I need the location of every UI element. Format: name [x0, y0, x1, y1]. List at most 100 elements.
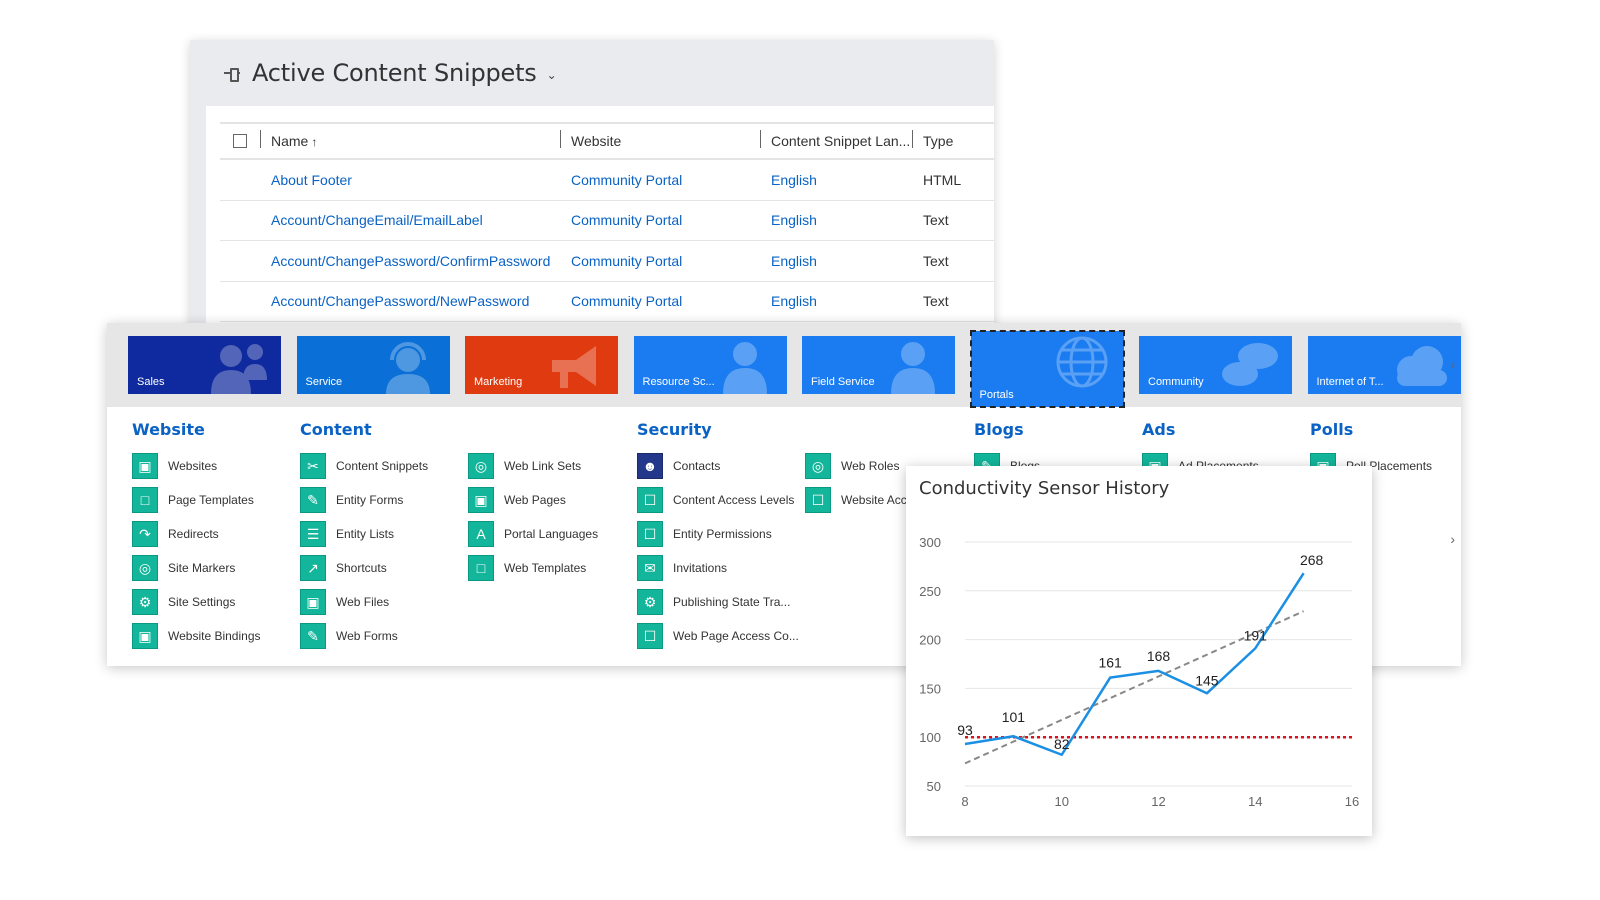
chat-icon: [1220, 340, 1280, 394]
area-content: Content ✂ Content Snippets ✎ Entity Forms ☰ E…: [300, 420, 428, 653]
table-row[interactable]: Account/ChangeEmail/EmailLabel Community …: [220, 201, 994, 241]
language-link[interactable]: English: [771, 171, 817, 188]
sitemap-item[interactable]: ✎ Entity Forms: [300, 483, 428, 517]
sitemap-item[interactable]: ⚙ Publishing State Tra...: [637, 585, 799, 619]
data-label: 82: [1054, 736, 1070, 752]
app-tile[interactable]: Internet of T...: [1307, 336, 1461, 394]
table-row[interactable]: Account/ChangePassword/NewPassword Commun…: [220, 282, 994, 322]
x-tick-label: 8: [961, 794, 968, 809]
sitemap-item-label: Entity Forms: [336, 493, 404, 507]
view-title[interactable]: Active Content Snippets: [252, 59, 537, 87]
cloud-icon: [1389, 340, 1449, 394]
table-row[interactable]: Account/ChangePassword/ConfirmPassword Co…: [220, 241, 994, 282]
sitemap-item-label: Web Page Access Co...: [673, 629, 799, 643]
sitemap-item[interactable]: ◎ Web Link Sets: [468, 449, 598, 483]
series-line: [964, 572, 1305, 757]
globe-icon: ◎: [805, 453, 831, 479]
chart-panel: Conductivity Sensor History 50 100 150 200 2…: [906, 466, 1372, 836]
column-header-website[interactable]: Website: [560, 130, 760, 149]
page-icon: □: [468, 555, 494, 581]
snippet-name-link[interactable]: Account/ChangePassword/NewPassword: [271, 293, 530, 310]
sort-ascending-icon: ↑: [311, 135, 318, 149]
language-link[interactable]: English: [771, 293, 817, 310]
data-label: 268: [1300, 552, 1324, 568]
column-header-type[interactable]: Type: [912, 130, 994, 149]
sitemap-item[interactable]: □ Page Templates: [132, 483, 261, 517]
web-page-icon: ▣: [468, 487, 494, 513]
sitemap-item[interactable]: ▣ Websites: [132, 449, 261, 483]
sitemap-item[interactable]: ▣ Web Files: [300, 585, 428, 619]
column-header-name[interactable]: Name ↑: [260, 130, 560, 149]
sitemap-item[interactable]: ⚙ Site Settings: [132, 585, 261, 619]
sitemap-item-label: Entity Permissions: [673, 527, 772, 541]
sitemap-item[interactable]: ↗ Shortcuts: [300, 551, 428, 585]
chevron-down-icon[interactable]: ⌄: [546, 68, 557, 82]
sitemap-item-label: Invitations: [673, 561, 728, 575]
sitemap-item[interactable]: ◎ Site Markers: [132, 551, 261, 585]
website-link[interactable]: Community Portal: [571, 252, 683, 269]
area-title: Blogs: [974, 420, 1024, 439]
chart-title: Conductivity Sensor History: [919, 478, 1170, 499]
y-tick-label: 300: [919, 535, 941, 550]
sitemap-item[interactable]: ✉ Invitations: [637, 551, 799, 585]
sitemap-item-label: Page Templates: [168, 493, 254, 507]
app-tile[interactable]: Service: [296, 336, 450, 394]
grid-header-row: Name ↑ Website Content Snippet Lan... Typ…: [220, 122, 994, 160]
select-all-checkbox[interactable]: [233, 134, 247, 148]
envelope-icon: ✉: [637, 555, 663, 581]
website-link[interactable]: Community Portal: [571, 212, 683, 229]
snippet-name-link[interactable]: Account/ChangeEmail/EmailLabel: [271, 212, 483, 229]
sitemap-item[interactable]: ▣ Web Pages: [468, 483, 598, 517]
snippet-name-link[interactable]: About Footer: [271, 171, 352, 188]
app-tile[interactable]: Resource Sc...: [633, 336, 787, 394]
sitemap-item[interactable]: ☻ Contacts: [637, 449, 799, 483]
table-row[interactable]: About Footer Community Portal English HTML: [220, 160, 994, 201]
redirect-icon: ↷: [132, 521, 158, 547]
sitemap-item[interactable]: ☐ Website Acc: [805, 483, 907, 517]
language-link[interactable]: English: [771, 252, 817, 269]
person-icon: [715, 340, 775, 394]
snippet-name-link[interactable]: Account/ChangePassword/ConfirmPassword: [271, 252, 551, 269]
type-value: HTML: [923, 171, 962, 188]
list-icon: ☰: [300, 521, 326, 547]
x-tick-label: 12: [1151, 794, 1165, 809]
app-tile[interactable]: Portals: [969, 330, 1125, 408]
chevron-right-icon[interactable]: ›: [1450, 531, 1455, 547]
x-tick-label: 16: [1345, 794, 1359, 809]
sitemap-item-label: Entity Lists: [336, 527, 395, 541]
language-link[interactable]: English: [771, 212, 817, 229]
sitemap-item[interactable]: ◎ Web Roles: [805, 449, 907, 483]
pin-icon[interactable]: [224, 67, 242, 82]
sitemap-item[interactable]: ✎ Web Forms: [300, 619, 428, 653]
sitemap-item[interactable]: ✂ Content Snippets: [300, 449, 428, 483]
sitemap-item[interactable]: ☐ Web Page Access Co...: [637, 619, 799, 653]
shortcut-arrow-icon: ↗: [300, 555, 326, 581]
type-value: Text: [923, 293, 949, 310]
column-header-language[interactable]: Content Snippet Lan...: [760, 130, 912, 149]
sitemap-item[interactable]: ☐ Content Access Levels: [637, 483, 799, 517]
website-link[interactable]: Community Portal: [571, 293, 683, 310]
chevron-right-icon[interactable]: ›: [1450, 356, 1455, 372]
area-title: Security: [637, 420, 712, 439]
sitemap-item[interactable]: ☐ Entity Permissions: [637, 517, 799, 551]
sitemap-item[interactable]: ↷ Redirects: [132, 517, 261, 551]
person-icon: [883, 340, 943, 394]
area-security-continued: ◎ Web Roles ☐ Website Acc: [805, 420, 907, 517]
app-tile[interactable]: Community: [1139, 336, 1292, 394]
sitemap-item[interactable]: ☰ Entity Lists: [300, 517, 428, 551]
app-tile[interactable]: Field Service: [802, 336, 955, 394]
gear-icon: ⚙: [132, 589, 158, 615]
tile-label: Sales: [137, 376, 165, 388]
data-label: 191: [1244, 627, 1268, 643]
grid-body: Name ↑ Website Content Snippet Lan... Typ…: [206, 106, 994, 340]
sitemap-item-label: Web Templates: [504, 561, 587, 575]
sitemap-item[interactable]: ▣ Website Bindings: [132, 619, 261, 653]
app-tile[interactable]: Sales: [128, 336, 281, 394]
sitemap-item[interactable]: A Portal Languages: [468, 517, 598, 551]
tile-label: Field Service: [811, 376, 875, 388]
website-link[interactable]: Community Portal: [571, 171, 683, 188]
sitemap-item[interactable]: □ Web Templates: [468, 551, 598, 585]
app-tile[interactable]: Marketing: [465, 336, 618, 394]
globe-icon: ◎: [468, 453, 494, 479]
lock-icon: ☐: [637, 521, 663, 547]
